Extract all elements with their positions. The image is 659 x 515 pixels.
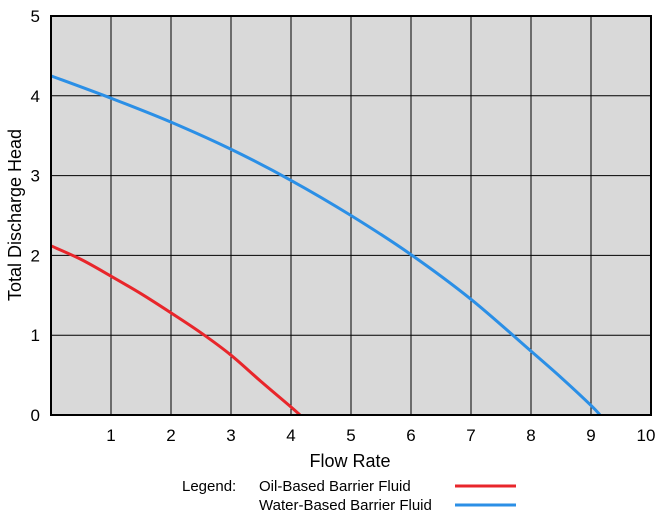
x-tick-label: 3 (226, 426, 235, 445)
legend: Legend: Oil-Based Barrier Fluid Water-Ba… (182, 478, 516, 514)
y-tick-label: 2 (31, 246, 40, 265)
x-tick-label: 4 (286, 426, 295, 445)
legend-title: Legend: (182, 478, 236, 495)
y-tick-labels: 0 1 2 3 4 5 (31, 7, 40, 425)
y-tick-label: 5 (31, 7, 40, 26)
x-tick-labels: 1 2 3 4 5 6 7 8 9 10 (106, 426, 655, 445)
x-tick-label: 10 (637, 426, 656, 445)
series-line-water (50, 74, 602, 417)
legend-label-water: Water-Based Barrier Fluid (259, 497, 432, 514)
x-tick-label: 9 (586, 426, 595, 445)
plot-frame (50, 15, 652, 416)
y-tick-label: 0 (31, 406, 40, 425)
x-tick-label: 1 (106, 426, 115, 445)
y-axis-title: Total Discharge Head (5, 129, 25, 301)
x-axis-title: Flow Rate (309, 451, 390, 471)
series-layer (50, 74, 602, 417)
series-line-oil (50, 244, 301, 417)
x-tick-label: 8 (526, 426, 535, 445)
y-tick-label: 3 (31, 167, 40, 186)
x-tick-label: 6 (406, 426, 415, 445)
grid-lines (51, 16, 651, 415)
x-tick-label: 5 (346, 426, 355, 445)
y-tick-label: 1 (31, 326, 40, 345)
x-tick-label: 7 (466, 426, 475, 445)
legend-label-oil: Oil-Based Barrier Fluid (259, 478, 411, 495)
y-tick-label: 4 (31, 87, 40, 106)
x-tick-label: 2 (166, 426, 175, 445)
